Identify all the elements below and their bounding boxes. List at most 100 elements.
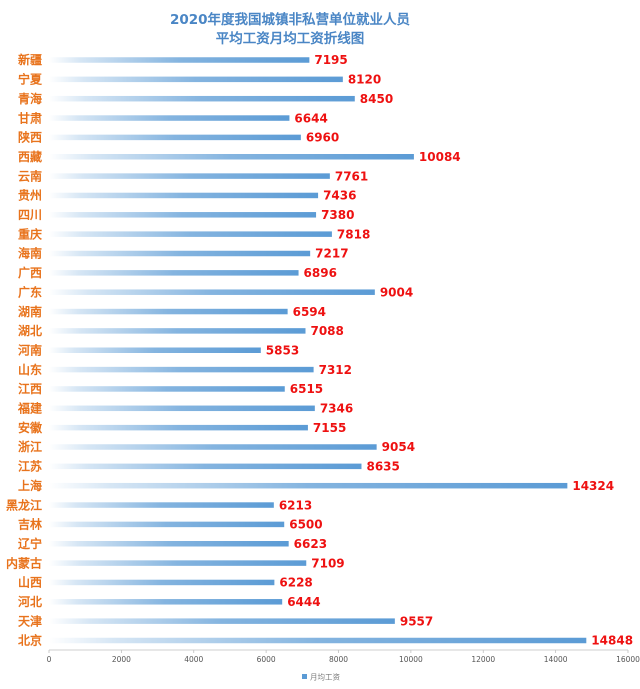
data-label: 9004 <box>380 285 413 299</box>
data-label: 6960 <box>306 131 339 145</box>
bar <box>49 444 377 450</box>
bar <box>49 192 319 199</box>
category-label: 湖北 <box>18 323 42 338</box>
category-label: 上海 <box>18 478 42 493</box>
data-label: 7312 <box>319 363 352 377</box>
bar <box>49 541 289 547</box>
bar <box>49 95 355 102</box>
bar <box>49 308 288 315</box>
category-label: 湖南 <box>18 304 42 319</box>
bar <box>49 76 343 83</box>
bar <box>49 386 285 392</box>
bar <box>49 270 299 276</box>
bar <box>49 173 330 179</box>
bar <box>49 134 301 141</box>
data-label: 7818 <box>337 227 370 241</box>
x-tick-layer: 0 2000 4000 6000 8000 10000 12000 14000 16000 <box>47 650 640 664</box>
x-tick-label: 2000 <box>112 655 131 664</box>
category-label: 西藏 <box>18 149 42 164</box>
category-label: 广西 <box>18 265 42 280</box>
data-label: 14324 <box>572 479 614 493</box>
data-label: 7155 <box>313 421 346 435</box>
data-label: 8450 <box>360 92 393 106</box>
category-label: 山西 <box>18 575 42 590</box>
chart-title-line-2: 平均工资月均工资折线图 <box>216 30 365 47</box>
category-label: 海南 <box>18 246 42 261</box>
data-label: 6896 <box>304 266 337 280</box>
x-tick-label: 8000 <box>329 655 348 664</box>
category-label: 甘肃 <box>18 110 42 125</box>
category-label: 山东 <box>18 362 42 377</box>
data-label: 7195 <box>314 53 347 67</box>
x-tick-label: 0 <box>47 655 52 664</box>
category-label: 广东 <box>18 284 42 299</box>
x-tick-label: 12000 <box>471 655 495 664</box>
data-label: 6515 <box>290 382 323 396</box>
data-label: 7217 <box>315 247 348 261</box>
data-label: 7761 <box>335 169 368 183</box>
category-label: 安徽 <box>18 420 43 435</box>
category-label: 宁夏 <box>18 72 43 87</box>
bar <box>49 618 395 624</box>
category-label: 福建 <box>17 401 43 416</box>
category-label: 内蒙古 <box>6 555 42 570</box>
data-label: 14848 <box>591 634 633 648</box>
category-label: 浙江 <box>18 439 42 454</box>
x-tick-label: 4000 <box>184 655 203 664</box>
data-label: 9557 <box>400 614 433 628</box>
bar <box>49 154 414 160</box>
legend-swatch <box>302 674 307 679</box>
data-label: 9054 <box>382 440 415 454</box>
bar <box>49 463 362 470</box>
x-tick-label: 14000 <box>544 655 568 664</box>
data-label: 8120 <box>348 73 381 87</box>
bar <box>49 502 274 508</box>
bars-layer: 新疆 7195 宁夏 8120 青海 8450 甘肃 6644 陕西 6960 西藏 10084 云南 7… <box>6 52 633 648</box>
bar <box>49 424 308 431</box>
category-label: 青海 <box>18 91 42 106</box>
category-label: 新疆 <box>18 52 42 67</box>
bar <box>49 212 317 218</box>
bar <box>49 289 375 295</box>
data-label: 6594 <box>293 305 326 319</box>
category-label: 贵州 <box>18 188 42 203</box>
data-label: 10084 <box>419 150 461 164</box>
bar <box>49 579 275 586</box>
data-label: 6228 <box>279 576 312 590</box>
category-label: 四川 <box>18 208 42 222</box>
bar <box>49 347 261 353</box>
data-label: 7346 <box>320 402 353 416</box>
bar <box>49 637 587 644</box>
data-label: 6623 <box>294 537 327 551</box>
category-label: 河北 <box>17 594 42 609</box>
bar <box>49 521 285 528</box>
bar <box>49 231 332 237</box>
data-label: 7380 <box>321 208 354 222</box>
bar <box>49 115 290 121</box>
bar <box>49 599 283 605</box>
category-label: 河南 <box>17 342 42 357</box>
x-tick-label: 16000 <box>616 655 640 664</box>
category-label: 江苏 <box>18 459 42 474</box>
data-label: 8635 <box>366 460 399 474</box>
category-label: 天津 <box>18 613 42 628</box>
data-label: 6444 <box>287 595 320 609</box>
category-label: 重庆 <box>18 226 42 241</box>
data-label: 6500 <box>289 518 322 532</box>
legend-label: 月均工资 <box>310 672 340 682</box>
bar <box>49 560 307 566</box>
data-label: 7088 <box>310 324 343 338</box>
chart-title-line-1: 2020年度我国城镇非私营单位就业人员 <box>170 11 410 28</box>
category-label: 辽宁 <box>18 536 42 551</box>
data-label: 7109 <box>311 556 344 570</box>
x-tick-label: 10000 <box>399 655 423 664</box>
legend: 月均工资 <box>302 672 340 682</box>
category-label: 黑龙江 <box>6 497 42 512</box>
bar <box>49 328 306 334</box>
bar <box>49 405 315 412</box>
category-label: 云南 <box>18 168 42 183</box>
data-label: 6644 <box>294 111 327 125</box>
data-label: 6213 <box>279 498 312 512</box>
